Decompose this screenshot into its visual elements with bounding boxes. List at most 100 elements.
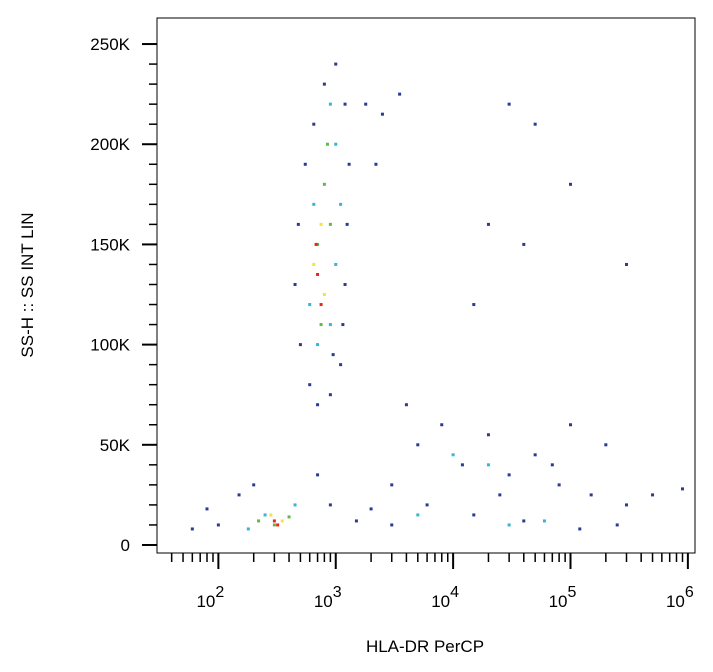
event-point [440, 423, 444, 427]
event-point [328, 323, 332, 327]
x-tick-base: 10 [549, 592, 568, 611]
event-point [347, 162, 351, 166]
event-point [425, 503, 429, 507]
event-point [364, 102, 368, 106]
event-point [298, 343, 302, 347]
event-point [246, 527, 250, 531]
event-point [498, 493, 502, 497]
event-point [303, 162, 307, 166]
x-tick-power: 5 [568, 584, 577, 601]
event-point [319, 222, 323, 226]
event-point [308, 303, 312, 307]
event-point [486, 463, 490, 467]
y-tick-label: 200K [90, 135, 130, 154]
event-point [319, 323, 323, 327]
x-tick-label: 106 [666, 584, 694, 611]
event-point [568, 182, 572, 186]
x-tick-label: 103 [314, 584, 342, 611]
event-point [522, 519, 526, 523]
event-point [460, 463, 464, 467]
event-point [276, 523, 280, 527]
plot-frame [156, 17, 696, 554]
x-tick-label: 105 [549, 584, 577, 611]
event-point [345, 222, 349, 226]
x-tick-label: 102 [196, 584, 224, 611]
x-tick-base: 10 [431, 592, 450, 611]
event-point [507, 102, 511, 106]
event-point [416, 513, 420, 517]
event-point [604, 443, 608, 447]
event-point [293, 282, 297, 286]
event-point [263, 513, 267, 517]
event-point [269, 513, 273, 517]
event-point [314, 242, 318, 246]
event-point [328, 222, 332, 226]
event-point [316, 473, 320, 477]
event-point [522, 242, 526, 246]
event-point [542, 519, 546, 523]
event-point [681, 487, 685, 491]
event-point [334, 62, 338, 66]
event-point [486, 433, 490, 437]
event-point [651, 493, 655, 497]
event-point [507, 473, 511, 477]
y-tick-label: 100K [90, 336, 130, 355]
event-point [343, 102, 347, 106]
x-tick-power: 4 [450, 584, 459, 601]
y-tick-label: 250K [90, 35, 130, 54]
event-point [308, 383, 312, 387]
event-point [322, 82, 326, 86]
event-point [296, 222, 300, 226]
event-point [615, 523, 619, 527]
event-point [312, 122, 316, 126]
event-point [451, 453, 455, 457]
event-point [416, 443, 420, 447]
event-point [625, 503, 629, 507]
event-point [343, 282, 347, 286]
x-tick-base: 10 [196, 592, 215, 611]
event-point [557, 483, 561, 487]
event-point [550, 463, 554, 467]
event-point [380, 112, 384, 116]
event-point [237, 493, 241, 497]
event-point [216, 523, 220, 527]
event-point [328, 102, 332, 106]
event-point [398, 92, 402, 96]
event-point [404, 403, 408, 407]
event-point [312, 202, 316, 206]
event-point [316, 403, 320, 407]
event-point [293, 503, 297, 507]
event-point [507, 523, 511, 527]
y-axis-label: SS-H :: SS INT LIN [18, 212, 37, 357]
event-point [316, 343, 320, 347]
x-tick-base: 10 [666, 592, 685, 611]
x-tick-power: 2 [215, 584, 224, 601]
event-point [328, 393, 332, 397]
event-point [316, 272, 320, 276]
y-tick-label: 150K [90, 235, 130, 254]
event-point [331, 353, 335, 357]
event-point [369, 507, 373, 511]
event-point [589, 493, 593, 497]
event-point [533, 122, 537, 126]
event-point [205, 507, 209, 511]
event-point [272, 519, 276, 523]
x-axis-label: HLA-DR PerCP [366, 637, 484, 656]
event-point [325, 142, 329, 146]
event-point [533, 453, 537, 457]
event-point [252, 483, 256, 487]
event-point [190, 527, 194, 531]
event-point [339, 202, 343, 206]
event-point [568, 423, 572, 427]
event-point [257, 519, 261, 523]
event-point [280, 519, 284, 523]
x-tick-base: 10 [314, 592, 333, 611]
event-point [322, 293, 326, 297]
event-point [578, 527, 582, 531]
x-tick-power: 6 [685, 584, 694, 601]
event-point [625, 262, 629, 266]
y-tick-label: 50K [100, 436, 131, 455]
event-point [472, 303, 476, 307]
y-tick-label: 0 [121, 536, 130, 555]
